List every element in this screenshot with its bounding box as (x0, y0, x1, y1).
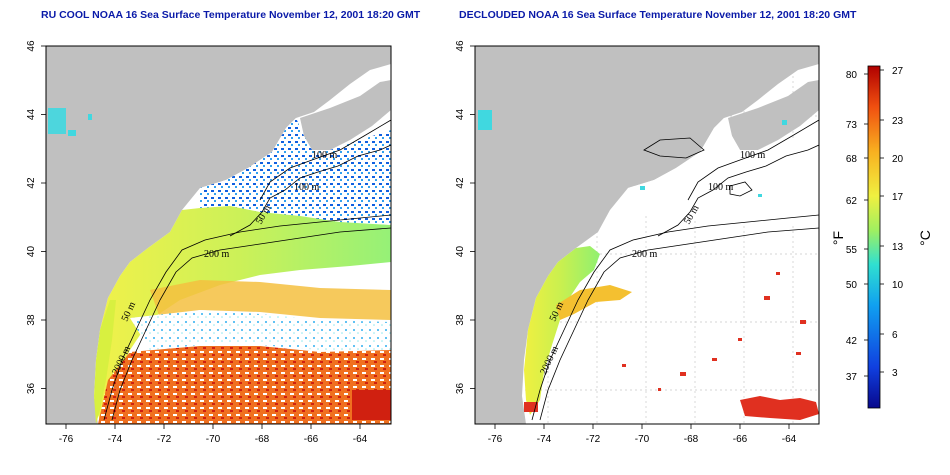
colorbar-fahrenheit-tick: 37 (846, 372, 858, 383)
left-land-nova-scotia (300, 80, 391, 150)
right-gulf-of-maine (628, 118, 819, 225)
colorbar-celsius-tick: 3 (892, 368, 898, 379)
left-contours (103, 119, 391, 421)
left-map: 100 m 100 m 50 m 200 m 50 m 2000 m (45, 45, 392, 425)
left-lon-tick-label: -70 (206, 434, 221, 445)
right-sst-shelf-orange (556, 285, 632, 320)
colorbar-gradient (867, 65, 881, 409)
right-lon-tick-label: -66 (733, 434, 748, 445)
left-lon-tick-label: -68 (255, 434, 270, 445)
right-lon-tick-label: -64 (782, 434, 797, 445)
right-contour-label-200m: 200 m (632, 249, 658, 260)
right-contours (531, 119, 819, 421)
left-map-title: RU COOL NOAA 16 Sea Surface Temperature … (41, 9, 421, 21)
right-lon-tick-label: -68 (684, 434, 699, 445)
colorbar-fahrenheit-tick: 73 (846, 120, 858, 131)
colorbar-fahrenheit-tick: 62 (846, 196, 858, 207)
right-lon-tick-label: -70 (635, 434, 650, 445)
right-lat-tick-label: 38 (455, 314, 466, 326)
right-map: 100 m 100 m 50 m 200 m 50 m 2000 m (474, 45, 820, 425)
right-sst-spots (478, 110, 787, 197)
colorbar-celsius-tick: 17 (892, 192, 904, 203)
left-lon-tick-label: -76 (59, 434, 74, 445)
left-sst-gulf-of-maine (200, 118, 391, 225)
left-lon-tick-label: -74 (108, 434, 123, 445)
colorbar-ticks: 80 73 68 62 55 50 42 37 27 23 20 17 13 10 6 3 (846, 66, 904, 383)
left-sst-spots (48, 108, 92, 136)
right-contour-label-100m-b: 100 m (708, 182, 734, 193)
colorbar-celsius-label: °C (917, 230, 933, 246)
left-contour-label-100m-b: 100 m (294, 182, 320, 193)
colorbar-fahrenheit-tick: 50 (846, 280, 858, 291)
colorbar-fahrenheit-tick: 68 (846, 154, 858, 165)
right-map-frame (474, 45, 820, 425)
right-contour-label-100m-a: 100 m (740, 150, 766, 161)
left-map-area: 100 m 100 m 50 m 200 m 50 m 2000 m (46, 46, 391, 424)
left-contour-label-100m-a: 100 m (312, 150, 338, 161)
right-lon-tick-label: -76 (488, 434, 503, 445)
right-lat-tick-label: 46 (455, 40, 466, 52)
left-lon-tick-label: -64 (353, 434, 368, 445)
left-sst-warm-band (150, 280, 391, 320)
right-sst-red-patches (622, 272, 819, 420)
right-lat-tick-label: 40 (455, 246, 466, 258)
left-lon-tick-label: -72 (157, 434, 172, 445)
colorbar-fahrenheit-tick: 80 (846, 70, 858, 81)
left-sst-hotspot (352, 390, 391, 420)
right-lat-tick-label: 42 (455, 177, 466, 189)
colorbar-celsius-tick: 23 (892, 116, 904, 127)
left-lat-tick-label: 46 (26, 40, 37, 52)
colorbar-fahrenheit-tick: 55 (846, 245, 858, 256)
colorbar-fahrenheit-label: °F (830, 231, 846, 245)
colorbar-celsius-tick: 20 (892, 154, 904, 165)
right-sst-coastal (524, 246, 600, 415)
left-lat-tick-label: 42 (26, 177, 37, 189)
left-lat-tick-label: 36 (26, 383, 37, 395)
right-lon-tick-label: -74 (537, 434, 552, 445)
left-lon-tick-label: -66 (304, 434, 319, 445)
left-axes: -76 -74 -72 -70 -68 -66 -64 46 44 42 40 38 36 (26, 40, 368, 445)
left-sst-coastal (96, 205, 391, 424)
left-sst-shelf (94, 300, 116, 424)
left-land-mainland (46, 46, 391, 424)
colorbar: 80 73 68 62 55 50 42 37 27 23 20 17 13 10 6 3 °F °C (830, 65, 933, 409)
colorbar-celsius-tick: 13 (892, 242, 904, 253)
left-lat-tick-label: 38 (26, 314, 37, 326)
right-land-mainland (475, 46, 819, 424)
right-land-nova-scotia (728, 80, 819, 150)
left-map-frame (45, 45, 392, 425)
left-contour-label-200m: 200 m (204, 249, 230, 260)
right-lat-tick-label: 36 (455, 383, 466, 395)
left-lat-tick-label: 44 (26, 109, 37, 121)
right-map-area: 100 m 100 m 50 m 200 m 50 m 2000 m (475, 46, 819, 424)
right-lon-tick-label: -72 (586, 434, 601, 445)
colorbar-celsius-tick: 10 (892, 280, 904, 291)
left-lat-tick-label: 40 (26, 246, 37, 258)
right-sst-red-cape (524, 402, 538, 412)
colorbar-fahrenheit-tick: 42 (846, 336, 858, 347)
colorbar-celsius-tick: 6 (892, 330, 898, 341)
right-lat-tick-label: 44 (455, 109, 466, 121)
right-map-title: DECLOUDED NOAA 16 Sea Surface Temperatur… (459, 9, 857, 21)
left-sst-gulf-stream (98, 346, 391, 424)
left-cloud-band (130, 310, 391, 350)
colorbar-celsius-tick: 27 (892, 66, 904, 77)
right-axes: -76 -74 -72 -70 -68 -66 -64 46 44 42 40 38 36 (455, 40, 797, 445)
